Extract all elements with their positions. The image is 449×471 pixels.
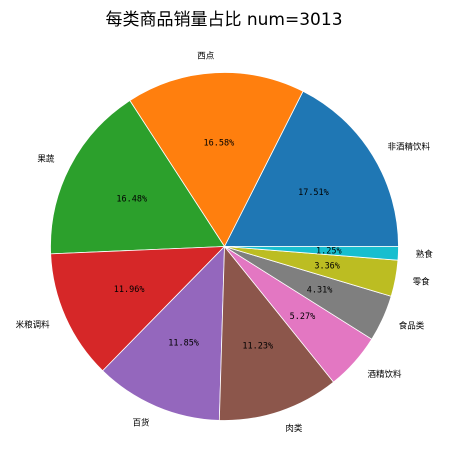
slice-category-label: 西点 xyxy=(197,51,215,61)
slice-category-label: 非酒精饮料 xyxy=(388,141,431,152)
slice-percent-label: 16.48% xyxy=(116,195,147,205)
slice-percent-label: 1.25% xyxy=(316,247,342,257)
slice-category-label: 酒精饮料 xyxy=(367,369,402,380)
pie-slice-2 xyxy=(50,100,225,255)
slice-percent-label: 17.51% xyxy=(298,188,329,198)
slice-category-label: 百货 xyxy=(132,418,150,429)
slice-percent-label: 11.85% xyxy=(168,339,199,349)
slice-percent-label: 3.36% xyxy=(314,262,340,272)
slice-category-label: 食品类 xyxy=(399,321,425,332)
slices-layer xyxy=(50,72,399,421)
slice-percent-label: 5.27% xyxy=(290,312,316,322)
slice-category-label: 熟食 xyxy=(416,249,434,260)
pie-slice-9 xyxy=(224,246,399,261)
slice-percent-label: 11.23% xyxy=(242,341,273,351)
slice-percent-label: 4.31% xyxy=(307,286,333,296)
pie-slice-1 xyxy=(129,72,304,247)
slice-category-label: 肉类 xyxy=(285,423,303,434)
slice-category-label: 米粮调料 xyxy=(16,319,51,330)
pie-slice-5 xyxy=(218,246,334,421)
labels-layer: 17.51% 非酒精饮料 16.58% 西点 16.48% 果蔬 11.96% 米粮调料 11.… xyxy=(16,51,434,434)
pie-slice-0 xyxy=(224,90,399,247)
pie-slice-3 xyxy=(50,246,225,372)
slice-percent-label: 11.96% xyxy=(114,285,145,295)
pie-slice-4 xyxy=(102,246,225,421)
slice-category-label: 零食 xyxy=(413,277,431,288)
slice-percent-label: 16.58% xyxy=(204,138,235,148)
chart-title: 每类商品销量占比 num=3013 xyxy=(105,10,342,30)
slice-category-label: 果蔬 xyxy=(37,154,55,165)
